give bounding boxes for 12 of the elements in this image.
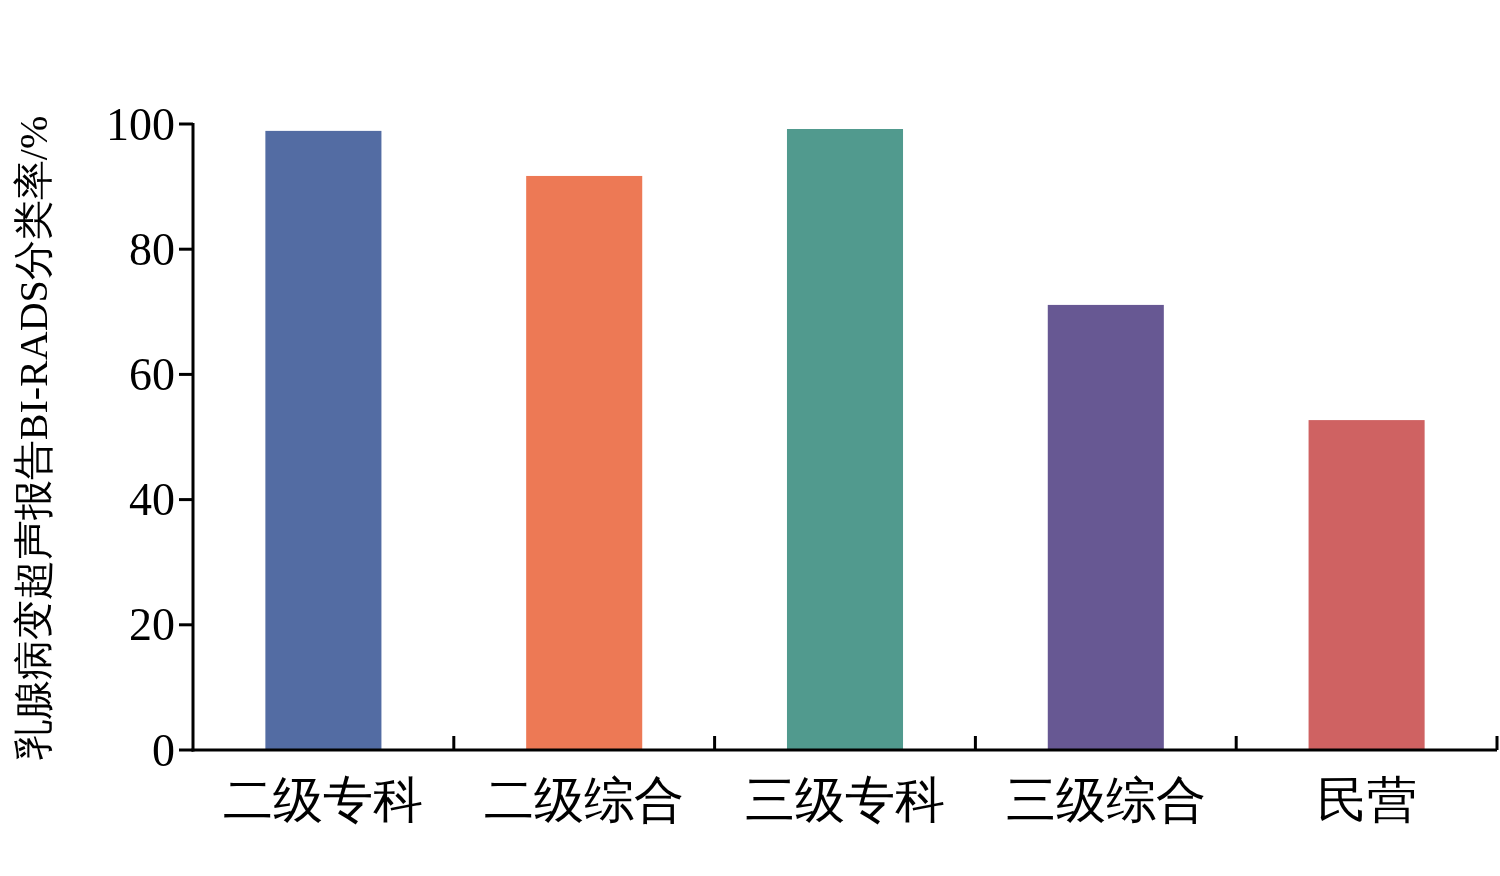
y-tick-label: 40 <box>129 474 175 526</box>
x-tick-label: 民营 <box>1316 772 1417 828</box>
y-tick-label: 60 <box>129 348 175 400</box>
x-tick-label: 二级综合 <box>484 772 685 828</box>
y-tick-label: 20 <box>129 599 175 651</box>
x-tick-label: 二级专科 <box>223 772 424 828</box>
y-tick-label: 100 <box>106 98 175 150</box>
x-tick-label: 三级综合 <box>1005 772 1206 828</box>
y-axis-title: 乳腺病变超声报告BI-RADS分类率/% <box>10 115 56 761</box>
y-tick-label: 80 <box>129 223 175 275</box>
x-tick-label: 三级专科 <box>745 772 945 828</box>
y-tick-label: 0 <box>152 724 175 776</box>
